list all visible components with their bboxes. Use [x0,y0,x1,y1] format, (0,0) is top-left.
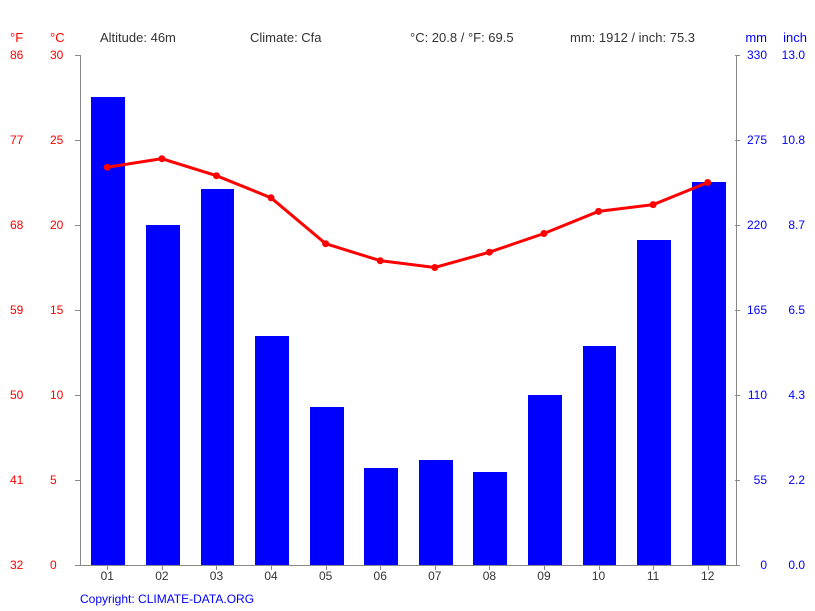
y-tick-celsius: 25 [50,133,63,147]
axis-title-fahrenheit: °F [10,30,23,45]
y-tick-mm: 220 [747,218,767,232]
y-tick-mm: 110 [748,388,767,402]
climate-chart: Altitude: 46m Climate: Cfa °C: 20.8 / °F… [0,0,815,611]
precip-bar [473,472,507,565]
climate-label: Climate: Cfa [250,30,322,45]
y-tick-inch: 6.5 [788,303,805,317]
y-tick-mm: 330 [747,48,767,62]
x-tick-month: 06 [374,569,387,583]
copyright-text: Copyright: CLIMATE-DATA.ORG [80,592,254,606]
y-tick-mm: 0 [760,558,767,572]
y-tick-mm: 55 [754,473,767,487]
y-tick-inch: 10.8 [782,133,805,147]
precip-bar [364,468,398,565]
y-tick-inch: 4.3 [788,388,805,402]
y-tick-fahrenheit: 68 [10,218,23,232]
y-tick-inch: 8.7 [788,218,805,232]
x-tick-month: 02 [155,569,168,583]
y-tick-inch: 0.0 [788,558,805,572]
y-tick-fahrenheit: 50 [10,388,23,402]
y-tick-mm: 275 [747,133,767,147]
plot-area [80,55,737,566]
precip-bar [637,240,671,565]
y-tick-inch: 2.2 [788,473,805,487]
x-tick-month: 03 [210,569,223,583]
y-tick-celsius: 15 [50,303,63,317]
y-tick-celsius: 5 [50,473,57,487]
x-tick-month: 05 [319,569,332,583]
temp-avg-label: °C: 20.8 / °F: 69.5 [410,30,514,45]
precip-avg-label: mm: 1912 / inch: 75.3 [570,30,695,45]
y-tick-fahrenheit: 41 [10,473,23,487]
precip-bar [692,182,726,565]
altitude-label: Altitude: 46m [100,30,176,45]
precip-bar [146,225,180,565]
precip-bar [255,336,289,565]
x-tick-month: 09 [537,569,550,583]
precip-bar [201,189,235,565]
precip-bar [583,346,617,565]
x-tick-month: 12 [701,569,714,583]
x-tick-month: 07 [428,569,441,583]
axis-title-inch: inch [783,30,807,45]
y-tick-inch: 13.0 [782,48,805,62]
y-tick-fahrenheit: 86 [10,48,23,62]
y-tick-mm: 165 [747,303,767,317]
y-tick-celsius: 10 [50,388,63,402]
y-tick-celsius: 20 [50,218,63,232]
y-tick-celsius: 30 [50,48,63,62]
y-tick-fahrenheit: 32 [10,558,23,572]
x-tick-month: 08 [483,569,496,583]
precip-bar [419,460,453,565]
precip-bar [528,395,562,565]
x-tick-month: 10 [592,569,605,583]
y-tick-fahrenheit: 77 [10,133,23,147]
x-tick-month: 04 [264,569,277,583]
y-tick-celsius: 0 [50,558,57,572]
y-tick-fahrenheit: 59 [10,303,23,317]
precip-bar [310,407,344,565]
x-tick-month: 01 [101,569,114,583]
axis-title-celsius: °C [50,30,65,45]
precip-bar [91,97,125,565]
axis-title-mm: mm [745,30,767,45]
x-tick-month: 11 [647,569,659,583]
